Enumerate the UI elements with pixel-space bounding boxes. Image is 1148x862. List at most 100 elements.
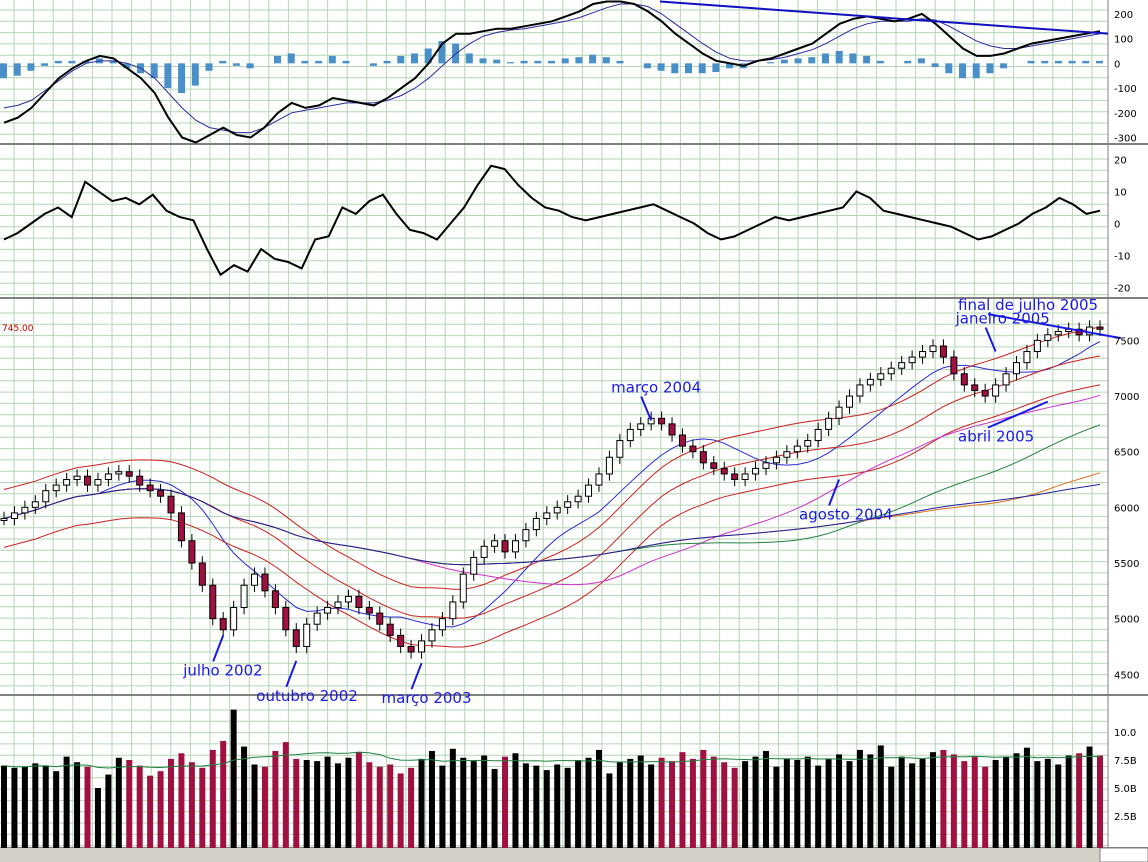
candlestick bbox=[772, 456, 780, 464]
candlestick bbox=[919, 351, 927, 358]
candlestick bbox=[21, 506, 29, 514]
macd-histogram-bar bbox=[27, 63, 35, 71]
volume-bar bbox=[867, 754, 874, 848]
volume-bar bbox=[762, 751, 769, 848]
macd-histogram-bar bbox=[301, 60, 309, 64]
macd-histogram-bar bbox=[917, 58, 925, 64]
y-tick-label: 5000 bbox=[1114, 615, 1139, 626]
macd-histogram-bar bbox=[342, 60, 350, 64]
candlestick bbox=[1033, 339, 1041, 353]
candlestick bbox=[42, 490, 50, 503]
volume-bar bbox=[355, 752, 362, 848]
annotation-arrow bbox=[987, 313, 1122, 340]
macd-histogram-bar bbox=[835, 50, 843, 64]
macd-histogram-bar bbox=[849, 53, 857, 64]
volume-bar bbox=[491, 768, 498, 848]
candlestick bbox=[428, 629, 436, 642]
candlestick bbox=[1012, 362, 1020, 375]
volume-bar bbox=[950, 754, 957, 848]
candlestick bbox=[0, 517, 8, 521]
annotations: julho 2002 outubro 2002 março 2003 março 20… bbox=[182, 296, 1122, 707]
candlestick bbox=[981, 389, 989, 397]
annotation-label: julho 2002 bbox=[182, 661, 262, 679]
volume-bar bbox=[815, 765, 822, 848]
macd-histogram-bar bbox=[959, 63, 966, 79]
candlestick bbox=[710, 462, 718, 469]
volume-bar bbox=[522, 763, 529, 848]
volume-bar bbox=[1086, 746, 1093, 848]
candlestick bbox=[939, 345, 947, 358]
candlestick bbox=[397, 634, 405, 647]
y-tick-label: 7000 bbox=[1114, 392, 1139, 403]
volume-bar bbox=[188, 762, 195, 848]
volume-bar bbox=[168, 758, 175, 848]
volume-bar bbox=[293, 758, 300, 848]
candlestick bbox=[856, 384, 864, 397]
y-tick-label: 10.0 bbox=[1114, 728, 1136, 739]
volume-bar bbox=[366, 762, 373, 848]
macd-histogram-bar bbox=[274, 55, 281, 64]
candlestick bbox=[960, 373, 968, 386]
candlestick bbox=[1044, 334, 1052, 341]
candlestick bbox=[449, 601, 457, 620]
candlestick bbox=[1096, 326, 1104, 330]
volume-bar bbox=[1003, 756, 1010, 848]
volume-bar bbox=[689, 758, 696, 848]
macd-histogram-bar bbox=[822, 53, 829, 64]
volume-bar bbox=[575, 760, 582, 848]
macd-histogram-bar bbox=[972, 63, 980, 79]
volume-bar bbox=[63, 756, 70, 848]
candlestick bbox=[950, 356, 958, 375]
volume-bar bbox=[961, 761, 968, 848]
volume-bar bbox=[898, 756, 905, 848]
volume-bar bbox=[1044, 758, 1051, 848]
volume-bar bbox=[220, 740, 227, 848]
volume-bar bbox=[21, 766, 28, 848]
macd-histogram-bar bbox=[1082, 60, 1090, 64]
volume-bar bbox=[595, 749, 602, 848]
macd-histogram-bar bbox=[904, 60, 912, 64]
candlestick bbox=[616, 440, 624, 458]
candlestick bbox=[511, 540, 519, 553]
volume-bar bbox=[261, 766, 268, 848]
volume-bar bbox=[1023, 747, 1030, 848]
candlestick bbox=[480, 545, 488, 558]
candlestick bbox=[1054, 330, 1062, 336]
candlestick bbox=[125, 471, 133, 477]
macd-histogram-bar bbox=[794, 58, 802, 64]
candlestick bbox=[115, 471, 123, 475]
annotation-arrow bbox=[212, 634, 225, 662]
moving-average-100 bbox=[3, 483, 1101, 566]
candlestick bbox=[146, 484, 154, 492]
candlestick bbox=[992, 384, 1000, 397]
annotation-label: março 2003 bbox=[382, 689, 472, 707]
candlestick bbox=[825, 417, 833, 430]
volume-bar bbox=[314, 761, 321, 848]
price-panel bbox=[0, 320, 1104, 659]
volume-bar bbox=[658, 757, 665, 848]
volume-bar bbox=[84, 766, 91, 848]
annotation-arrow bbox=[984, 327, 997, 352]
macd-histogram-bar bbox=[876, 60, 884, 64]
volume-bar bbox=[940, 749, 947, 848]
candlestick bbox=[344, 595, 352, 603]
macd-panel bbox=[0, 0, 1109, 144]
macd-histogram-bar bbox=[780, 59, 788, 64]
macd-histogram-bar bbox=[931, 63, 939, 68]
macd-histogram-bar bbox=[1000, 63, 1008, 69]
candlestick bbox=[386, 623, 394, 636]
candlestick bbox=[835, 406, 843, 419]
volume-bar bbox=[199, 767, 206, 848]
volume-bar bbox=[627, 758, 634, 848]
volume-bar bbox=[324, 756, 331, 848]
candlestick bbox=[418, 640, 426, 653]
candlestick bbox=[699, 451, 707, 464]
candlestick bbox=[793, 445, 801, 453]
volume-bar bbox=[115, 757, 122, 848]
y-tick-label: 6500 bbox=[1114, 448, 1139, 459]
candlestick bbox=[752, 467, 760, 475]
y-tick-label: 5500 bbox=[1114, 559, 1139, 570]
y-tick-label: -100 bbox=[1114, 84, 1137, 95]
volume-bar bbox=[846, 761, 853, 848]
candlestick bbox=[73, 475, 81, 481]
